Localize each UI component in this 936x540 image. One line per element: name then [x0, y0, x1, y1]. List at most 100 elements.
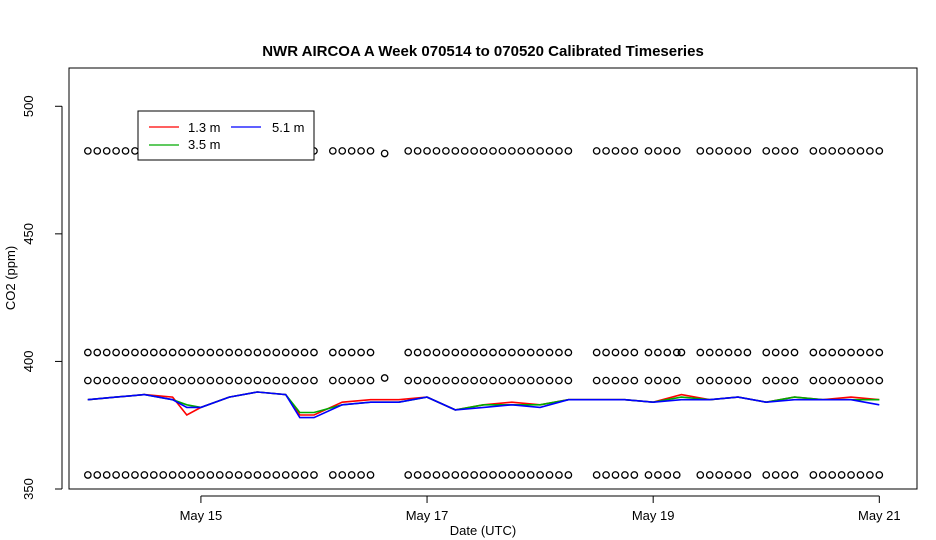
- calibration-point: [225, 376, 234, 385]
- calibration-point: [489, 376, 497, 385]
- calibration-point: [743, 348, 752, 357]
- calibration-point: [140, 471, 149, 479]
- calibration-point: [102, 147, 111, 155]
- calibration-point: [159, 348, 168, 357]
- calibration-point: [206, 471, 215, 479]
- calibration-point: [790, 376, 799, 385]
- calibration-point: [102, 471, 111, 479]
- calibration-point: [168, 376, 177, 385]
- calibration-point: [263, 376, 271, 385]
- calibration-point: [644, 376, 653, 385]
- calibration-point: [771, 376, 780, 385]
- calibration-point: [300, 348, 309, 357]
- calibration-point: [724, 376, 733, 385]
- calibration-point: [178, 376, 186, 385]
- calibration-point: [536, 147, 544, 155]
- calibration-point: [875, 471, 884, 479]
- calibration-point: [630, 376, 639, 385]
- calibration-point: [602, 348, 610, 357]
- calibration-point: [507, 348, 516, 357]
- calibration-point: [705, 147, 714, 155]
- calibration-point: [564, 471, 573, 479]
- calibration-point: [423, 471, 431, 479]
- calibration-point: [781, 376, 789, 385]
- calibration-point: [498, 471, 507, 479]
- calibration-point: [724, 147, 733, 155]
- calibration-point: [451, 147, 460, 155]
- calibration-point: [602, 376, 610, 385]
- calibration-point: [517, 147, 526, 155]
- calibration-point: [338, 348, 347, 357]
- calibration-point: [149, 471, 158, 479]
- calibration-point: [672, 471, 681, 479]
- calibration-point: [244, 348, 252, 357]
- calibration-point: [621, 348, 629, 357]
- calibration-point: [423, 147, 431, 155]
- calibration-point: [413, 147, 422, 155]
- plot-frame: [68, 67, 918, 490]
- calibration-point: [357, 376, 365, 385]
- calibration-point: [771, 147, 780, 155]
- calibration-point: [413, 348, 422, 357]
- calibration-point: [875, 147, 884, 155]
- calibration-point: [837, 376, 846, 385]
- calibration-point: [809, 376, 818, 385]
- x-tick-label: May 17: [406, 508, 449, 523]
- calibration-point: [847, 348, 855, 357]
- calibration-point: [442, 147, 450, 155]
- calibration-point: [423, 376, 431, 385]
- calibration-point: [592, 348, 601, 357]
- calibration-point: [300, 376, 309, 385]
- calibration-point: [357, 147, 365, 155]
- calibration-point: [131, 348, 139, 357]
- calibration-point: [442, 471, 450, 479]
- calibration-point: [771, 348, 780, 357]
- calibration-point: [654, 348, 662, 357]
- calibration-point: [818, 376, 827, 385]
- calibration-point: [696, 376, 705, 385]
- calibration-point: [781, 348, 789, 357]
- x-axis-label: Date (UTC): [450, 523, 516, 538]
- calibration-point: [663, 471, 672, 479]
- calibration-point: [611, 471, 620, 479]
- calibration-point: [743, 376, 752, 385]
- calibration-point: [93, 376, 102, 385]
- calibration-point: [526, 348, 535, 357]
- calibration-point: [432, 471, 441, 479]
- calibration-point: [602, 147, 610, 155]
- legend-label-3-5m: 3.5 m: [188, 137, 221, 152]
- calibration-point: [168, 348, 177, 357]
- calibration-points: [83, 147, 884, 479]
- calibration-point: [215, 376, 224, 385]
- calibration-point: [828, 376, 837, 385]
- calibration-point: [244, 376, 252, 385]
- calibration-point: [536, 348, 544, 357]
- calibration-point: [555, 376, 563, 385]
- calibration-point: [818, 348, 827, 357]
- calibration-point: [357, 471, 365, 479]
- calibration-point: [734, 376, 742, 385]
- calibration-point: [197, 348, 205, 357]
- calibration-point: [611, 376, 620, 385]
- calibration-point: [762, 348, 771, 357]
- calibration-point: [93, 147, 102, 155]
- calibration-point: [338, 471, 347, 479]
- calibration-point: [159, 471, 168, 479]
- calibration-point: [489, 147, 497, 155]
- calibration-point: [470, 147, 479, 155]
- calibration-point: [291, 376, 299, 385]
- calibration-point: [866, 376, 874, 385]
- y-axis: 350 400 450 500: [21, 95, 63, 500]
- calibration-point: [112, 471, 120, 479]
- calibration-point: [347, 348, 356, 357]
- calibration-point: [404, 348, 413, 357]
- x-tick-label: May 21: [858, 508, 901, 523]
- calibration-point: [83, 348, 92, 357]
- calibration-point: [837, 348, 846, 357]
- calibration-point: [328, 471, 337, 479]
- calibration-point: [621, 471, 629, 479]
- calibration-point: [847, 471, 855, 479]
- calibration-point: [526, 376, 535, 385]
- calibration-point: [460, 376, 469, 385]
